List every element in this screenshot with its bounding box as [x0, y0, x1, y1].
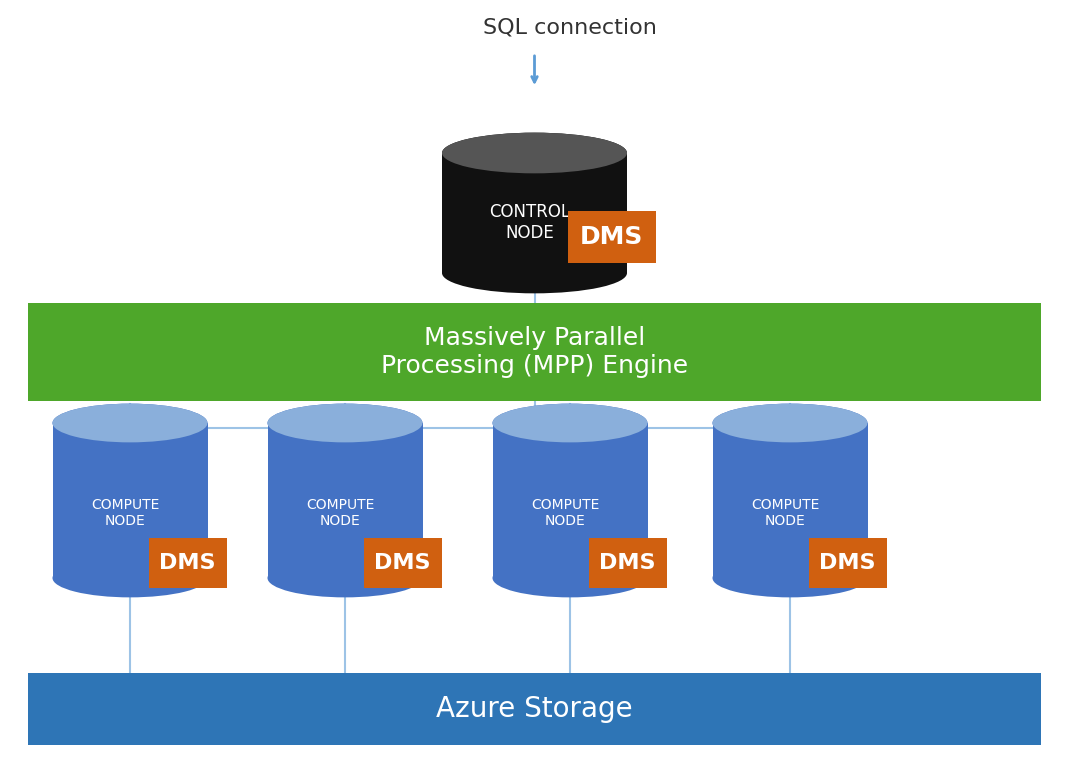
- Text: DMS: DMS: [159, 553, 216, 573]
- Ellipse shape: [493, 558, 648, 597]
- Ellipse shape: [493, 403, 648, 442]
- Ellipse shape: [441, 253, 628, 294]
- FancyBboxPatch shape: [52, 423, 207, 578]
- Ellipse shape: [713, 558, 868, 597]
- Text: DMS: DMS: [580, 225, 644, 249]
- FancyBboxPatch shape: [28, 303, 1041, 401]
- Text: COMPUTE
NODE: COMPUTE NODE: [750, 498, 819, 528]
- FancyBboxPatch shape: [568, 211, 655, 263]
- Text: DMS: DMS: [374, 553, 431, 573]
- Ellipse shape: [52, 403, 207, 442]
- FancyBboxPatch shape: [441, 153, 628, 273]
- FancyBboxPatch shape: [713, 423, 868, 578]
- Ellipse shape: [493, 403, 648, 442]
- Text: COMPUTE
NODE: COMPUTE NODE: [306, 498, 374, 528]
- Ellipse shape: [713, 403, 868, 442]
- FancyBboxPatch shape: [267, 423, 422, 578]
- Text: SQL connection: SQL connection: [483, 18, 657, 38]
- Text: Massively Parallel
Processing (MPP) Engine: Massively Parallel Processing (MPP) Engi…: [381, 326, 688, 378]
- Text: COMPUTE
NODE: COMPUTE NODE: [91, 498, 159, 528]
- Ellipse shape: [267, 558, 422, 597]
- FancyBboxPatch shape: [363, 538, 441, 588]
- Text: DMS: DMS: [819, 553, 876, 573]
- Ellipse shape: [267, 403, 422, 442]
- Ellipse shape: [52, 403, 207, 442]
- Text: DMS: DMS: [600, 553, 656, 573]
- FancyBboxPatch shape: [589, 538, 667, 588]
- Ellipse shape: [441, 132, 628, 173]
- Text: CONTROL
NODE: CONTROL NODE: [489, 204, 570, 242]
- Ellipse shape: [441, 132, 628, 173]
- FancyBboxPatch shape: [493, 423, 648, 578]
- FancyBboxPatch shape: [808, 538, 886, 588]
- Text: COMPUTE
NODE: COMPUTE NODE: [531, 498, 600, 528]
- FancyBboxPatch shape: [28, 673, 1041, 745]
- Ellipse shape: [267, 403, 422, 442]
- Ellipse shape: [52, 558, 207, 597]
- Text: Azure Storage: Azure Storage: [436, 695, 633, 723]
- FancyBboxPatch shape: [149, 538, 227, 588]
- Ellipse shape: [713, 403, 868, 442]
